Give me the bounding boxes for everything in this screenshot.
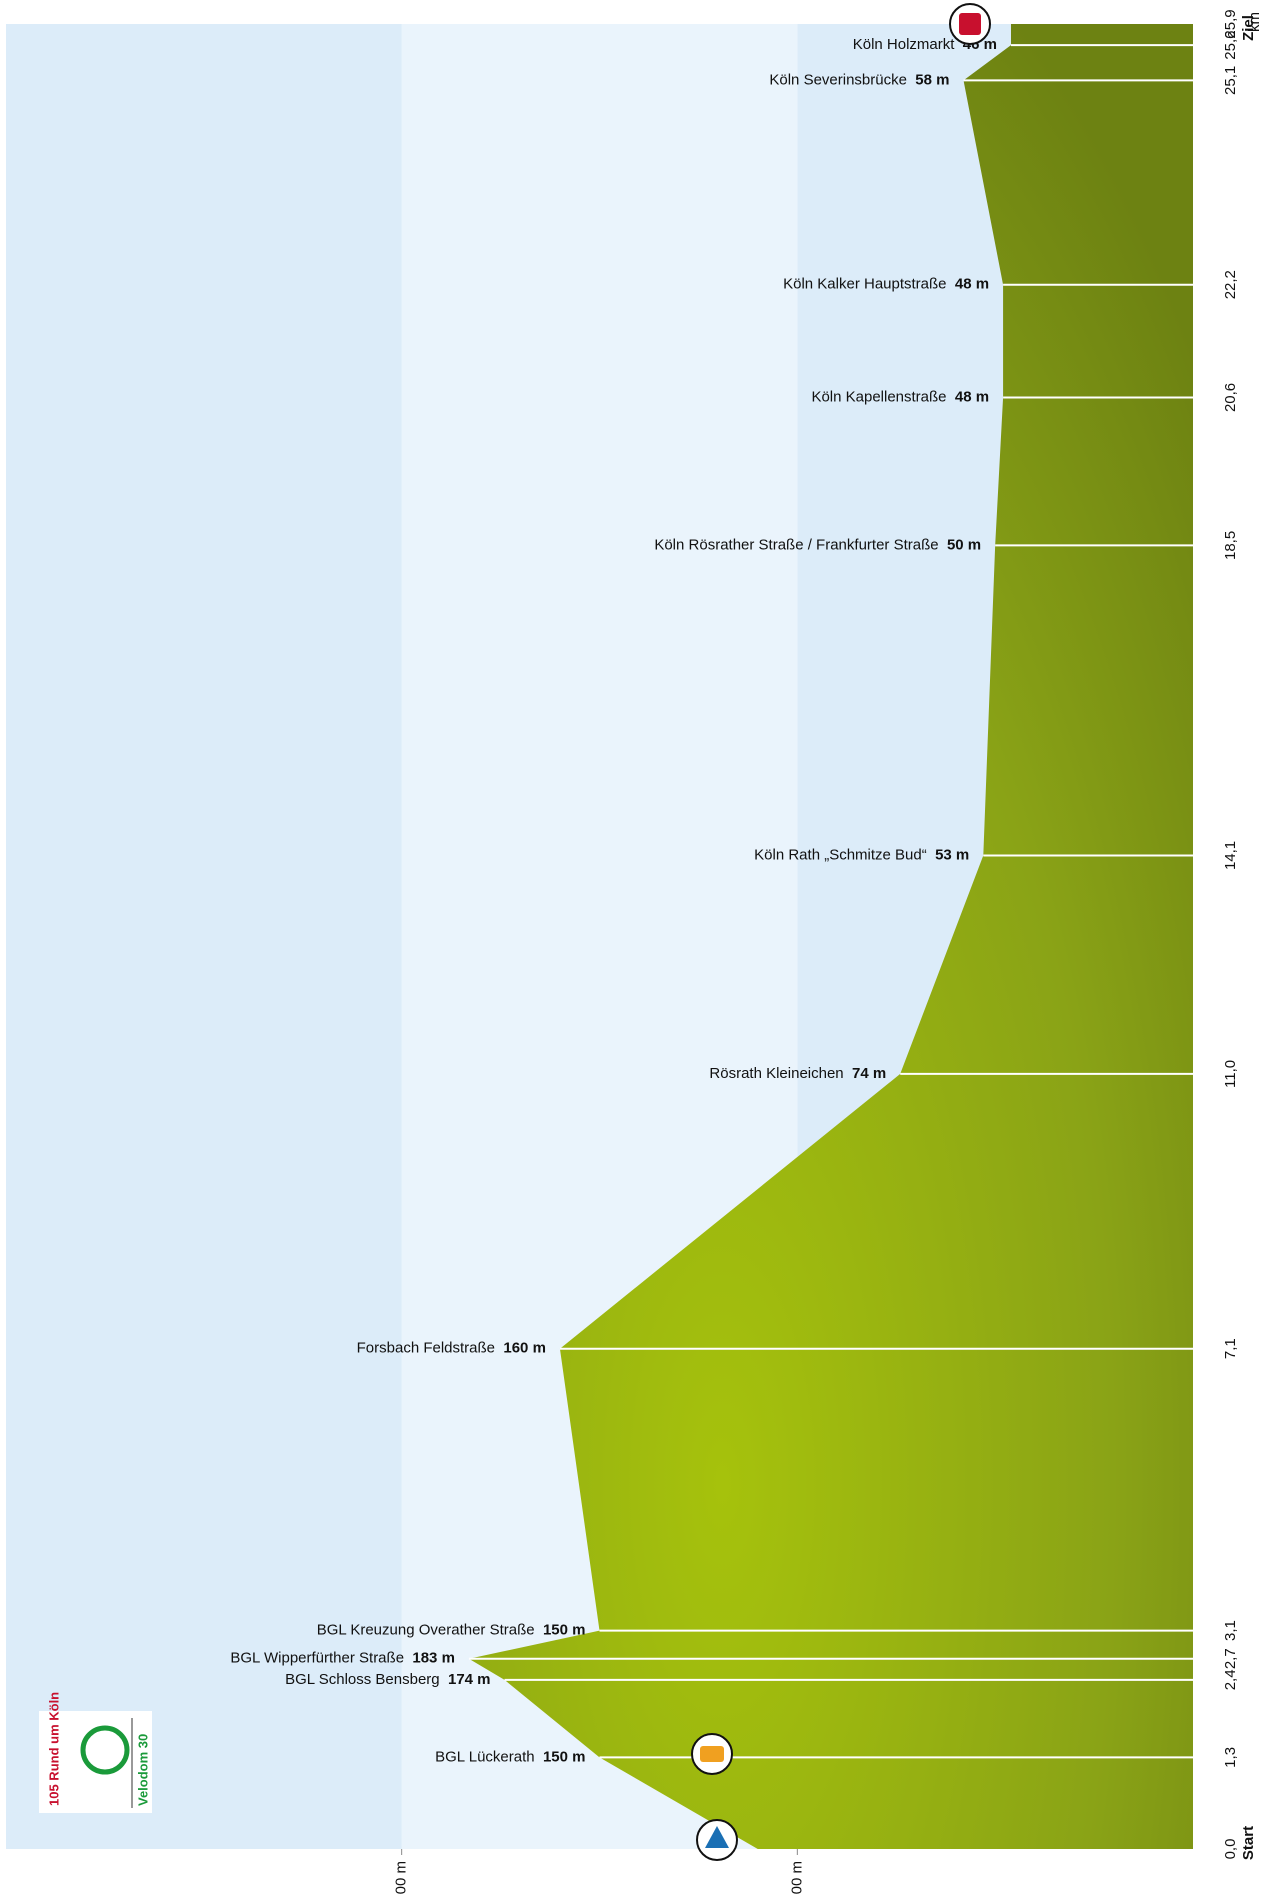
point-name: Köln Rösrather Straße / Frankfurter Stra…	[654, 536, 938, 553]
point-name: Köln Severinsbrücke	[769, 71, 907, 88]
y-tick-label: 100 m	[788, 1861, 805, 1894]
x-axis-label: km	[1246, 12, 1263, 32]
value-label: 58 m	[915, 71, 949, 88]
x-tick-label: 14,1	[1222, 841, 1239, 870]
value-label: 74 m	[852, 1065, 886, 1082]
point-name: Rösrath Kleineichen	[709, 1065, 843, 1082]
point-name: Köln Holzmarkt	[853, 36, 956, 53]
x-tick-label: 25,9	[1222, 9, 1239, 38]
x-tick-label: 25,6	[1222, 31, 1239, 60]
point-label: Rösrath Kleineichen 74 m	[709, 1065, 886, 1082]
x-tick-label: 1,3	[1222, 1747, 1239, 1768]
x-tick-label: 11,0	[1222, 1060, 1239, 1088]
point-name: BGL Wipperfürther Straße	[230, 1650, 404, 1667]
point-label: BGL Wipperfürther Straße 183 m	[230, 1650, 455, 1667]
point-name: Köln Kapellenstraße	[811, 388, 946, 405]
point-name: Forsbach Feldstraße	[357, 1340, 495, 1357]
finish-icon	[949, 3, 991, 45]
point-name: BGL Kreuzung Overather Straße	[317, 1622, 535, 1639]
x-tick-label: 7,1	[1222, 1338, 1239, 1359]
elevation-area	[468, 24, 1193, 1849]
logo-subtitle: Velodom 30	[135, 1734, 150, 1806]
value-label: 183 m	[412, 1650, 455, 1667]
logo: 105 Rund um Köln Velodom 30	[39, 1692, 152, 1813]
point-name: Köln Kalker Hauptstraße	[783, 276, 946, 293]
end-label: Ziel	[1240, 15, 1257, 41]
point-name: BGL Schloss Bensberg	[285, 1671, 440, 1688]
x-tick-label: 2,7	[1222, 1648, 1239, 1669]
value-label: 48 m	[955, 388, 989, 405]
start-label: Start	[1240, 1826, 1257, 1860]
value-label: 53 m	[935, 846, 969, 863]
point-label: Forsbach Feldstraße 160 m	[357, 1340, 546, 1357]
value-label: 48 m	[955, 276, 989, 293]
point-name: BGL Lückerath	[435, 1748, 535, 1765]
value-label: 174 m	[448, 1671, 491, 1688]
y-tick-label: 200 m	[393, 1861, 410, 1894]
value-label: 150 m	[543, 1748, 586, 1765]
value-label: 50 m	[947, 536, 981, 553]
logo-text: 105 Rund um Köln	[46, 1692, 61, 1806]
point-label: Köln Kapellenstraße 48 m	[811, 388, 989, 405]
point-label: Köln Kalker Hauptstraße 48 m	[783, 276, 989, 293]
food-icon	[691, 1733, 733, 1775]
x-tick-label: 22,2	[1222, 270, 1239, 299]
point-label: Köln Severinsbrücke 58 m	[769, 71, 949, 88]
x-tick-label: 25,1	[1222, 66, 1239, 95]
start-icon	[696, 1819, 738, 1861]
x-tick-label: 18,5	[1222, 531, 1239, 560]
x-tick-label: 2,4	[1222, 1669, 1239, 1690]
point-label: BGL Lückerath 150 m	[435, 1748, 585, 1765]
value-label: 150 m	[543, 1622, 586, 1639]
x-tick-label: 0,0	[1222, 1839, 1239, 1860]
point-name: Köln Rath „Schmitze Bud“	[754, 846, 927, 863]
band	[6, 24, 402, 1849]
x-tick-label: 20,6	[1222, 383, 1239, 412]
point-label: BGL Kreuzung Overather Straße 150 m	[317, 1622, 586, 1639]
x-tick-label: 3,1	[1222, 1620, 1239, 1641]
point-label: Köln Rösrather Straße / Frankfurter Stra…	[654, 536, 981, 553]
point-label: BGL Schloss Bensberg 174 m	[285, 1671, 490, 1688]
value-label: 160 m	[503, 1340, 546, 1357]
point-label: Köln Rath „Schmitze Bud“ 53 m	[754, 846, 969, 863]
